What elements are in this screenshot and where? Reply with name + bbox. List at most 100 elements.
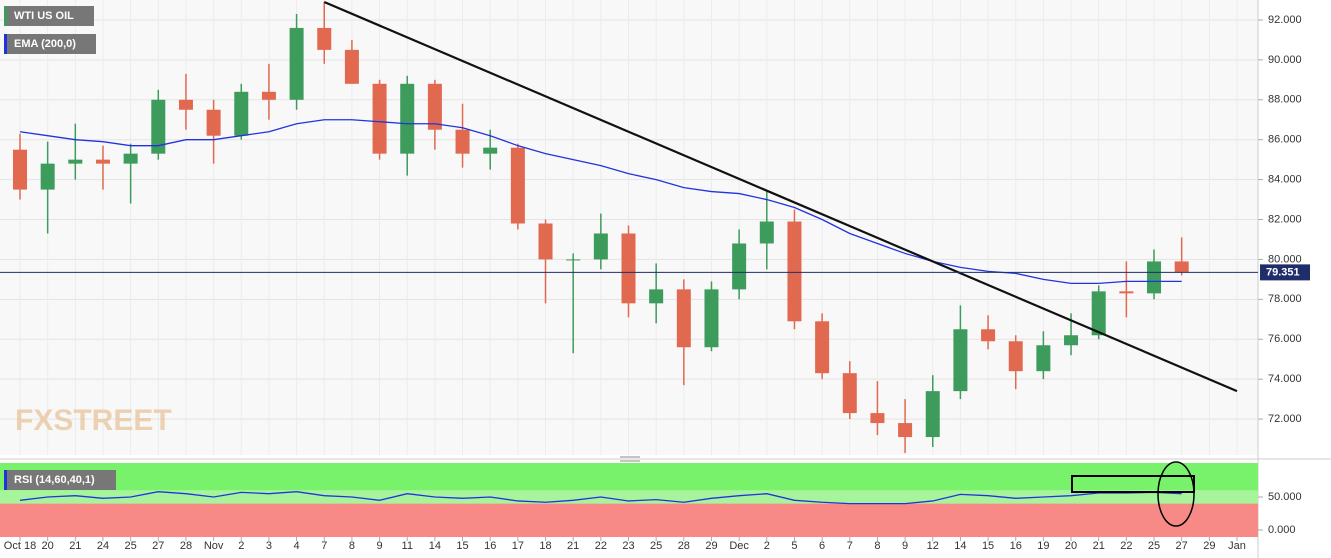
legend-swatch (4, 470, 7, 490)
candle-body (1008, 341, 1023, 372)
x-tick-label: 14 (429, 540, 441, 552)
candle-body (870, 413, 885, 424)
last-price-box (1260, 264, 1310, 281)
x-tick-label: 15 (982, 540, 994, 552)
candle-body (842, 373, 857, 414)
candle-body (455, 129, 470, 154)
y-tick-label: 72.000 (1268, 413, 1302, 425)
x-tick-label: 2 (238, 540, 244, 552)
annotation-ellipse (1157, 461, 1195, 527)
x-tick-label: 25 (650, 540, 662, 552)
candle-body (151, 99, 166, 154)
legend-box (4, 470, 116, 490)
x-tick-label: 3 (266, 540, 272, 552)
x-tick-label: 21 (69, 540, 81, 552)
x-tick-label: 21 (567, 540, 579, 552)
y-tick-label: 92.000 (1268, 14, 1302, 26)
x-tick-label: 5 (791, 540, 797, 552)
x-tick-label: 22 (595, 540, 607, 552)
candle-body (510, 147, 525, 224)
x-tick-label: Jan (1228, 540, 1246, 552)
x-tick-label: 9 (377, 540, 383, 552)
x-tick-label: 8 (349, 540, 355, 552)
x-tick-label: 6 (819, 540, 825, 552)
candle-body (925, 391, 940, 438)
candle-body (566, 259, 581, 261)
x-tick-label: 18 (539, 540, 551, 552)
x-tick-label: 29 (705, 540, 717, 552)
candle-body (1147, 261, 1162, 294)
x-tick-label: 28 (180, 540, 192, 552)
candle-body (649, 289, 664, 304)
trendline (323, 0, 1238, 393)
candle-body (427, 83, 442, 130)
y-tick-label: 78.000 (1268, 293, 1302, 305)
x-tick-label: Nov (204, 540, 224, 552)
candle-body (483, 147, 498, 154)
candle-body (953, 329, 968, 392)
candle-body (538, 223, 553, 260)
x-tick-label: 28 (678, 540, 690, 552)
legend-swatch (4, 6, 7, 26)
rsi-neutral-zone (0, 490, 1258, 504)
x-tick-label: 20 (1065, 540, 1077, 552)
candle-body (123, 153, 138, 164)
candle-body (1174, 261, 1189, 273)
candle-body (759, 221, 774, 244)
y-tick-label: 50.000 (1268, 491, 1302, 503)
legend-box (4, 34, 96, 54)
candle-body (68, 159, 83, 164)
candle-body (787, 221, 802, 322)
candle-body (1036, 345, 1051, 372)
candle-body (676, 289, 691, 348)
candle-body (206, 109, 221, 136)
annotation-box (1071, 475, 1195, 493)
candle-body (1119, 291, 1134, 294)
candle-body (372, 83, 387, 154)
x-tick-label: 7 (321, 540, 327, 552)
candle-body (898, 423, 913, 438)
candle-body (344, 49, 359, 84)
candle-body (704, 289, 719, 348)
x-tick-label: 7 (847, 540, 853, 552)
x-tick-label: 19 (1037, 540, 1049, 552)
candle-body (732, 243, 747, 290)
last-price-label: 79.351 (1266, 266, 1300, 278)
ema-line (19, 119, 1182, 285)
x-tick-label: 29 (1203, 540, 1215, 552)
y-tick-label: 82.000 (1268, 213, 1302, 225)
x-tick-label: 9 (902, 540, 908, 552)
x-tick-label: 12 (927, 540, 939, 552)
legend-swatch (4, 34, 7, 54)
candle-body (95, 159, 110, 164)
legend-box (4, 6, 94, 26)
rsi-line (19, 491, 1182, 505)
x-tick-label: 22 (1120, 540, 1132, 552)
x-tick-label: Dec (729, 540, 749, 552)
watermark: FXSTREET (15, 404, 172, 437)
candle-body (400, 83, 415, 154)
legend-label: EMA (200,0) (14, 38, 76, 50)
x-tick-label: 8 (874, 540, 880, 552)
x-tick-label: 16 (484, 540, 496, 552)
candle-body (621, 233, 636, 304)
legend-label: WTI US OIL (14, 10, 74, 22)
x-tick-label: 27 (1176, 540, 1188, 552)
x-tick-label: 17 (512, 540, 524, 552)
x-tick-label: 2 (764, 540, 770, 552)
candle-body (593, 233, 608, 260)
x-tick-label: 25 (1148, 540, 1160, 552)
candle-body (981, 329, 996, 342)
y-tick-label: 0.000 (1268, 524, 1296, 536)
y-tick-label: 90.000 (1268, 54, 1302, 66)
x-tick-label: 25 (125, 540, 137, 552)
x-tick-label: 24 (97, 540, 109, 552)
candle-body (261, 91, 276, 100)
x-tick-label: 27 (152, 540, 164, 552)
y-tick-label: 88.000 (1268, 94, 1302, 106)
candle-body (178, 99, 193, 110)
x-tick-label: 23 (622, 540, 634, 552)
candle-body (40, 163, 55, 190)
y-tick-label: 84.000 (1268, 174, 1302, 186)
